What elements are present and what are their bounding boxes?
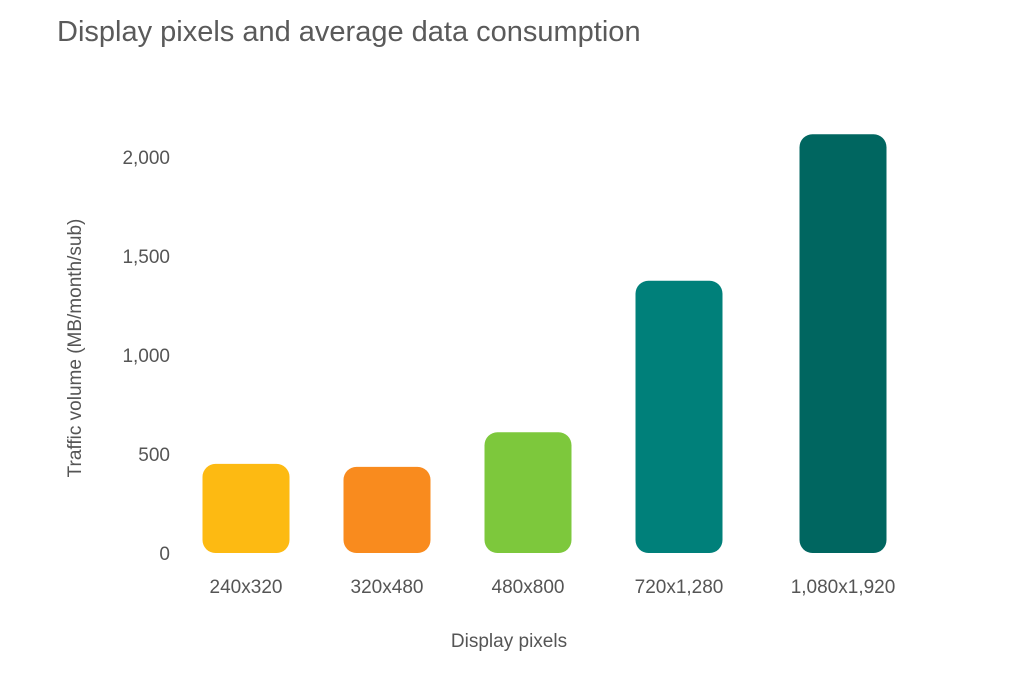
bar-720x1,280	[635, 280, 723, 553]
bar-480x800	[484, 432, 572, 553]
y-tick-label: 0	[159, 544, 170, 565]
x-tick-label: 240x320	[210, 577, 283, 598]
bar-1,080x1,920	[799, 134, 887, 554]
y-tick-label: 1,000	[122, 346, 170, 367]
y-tick-label: 500	[138, 445, 170, 466]
y-tick-label: 2,000	[122, 148, 170, 169]
bar-240x320	[202, 463, 290, 553]
x-tick-label: 1,080x1,920	[791, 577, 896, 598]
bars	[202, 134, 887, 554]
x-tick-label: 720x1,280	[635, 577, 724, 598]
bar-320x480	[343, 466, 431, 553]
x-tick-label: 480x800	[492, 577, 565, 598]
x-tick-label: 320x480	[351, 577, 424, 598]
y-axis: 0 500 1,000 1,500 2,000	[122, 148, 170, 565]
chart-title: Display pixels and average data consumpt…	[57, 16, 641, 48]
x-axis: 240x320 320x480 480x800 720x1,280 1,080x1,92…	[210, 577, 896, 598]
x-axis-label: Display pixels	[451, 631, 567, 652]
y-axis-label: Traffic volume (MB/month/sub)	[65, 219, 86, 478]
y-tick-label: 1,500	[122, 247, 170, 268]
